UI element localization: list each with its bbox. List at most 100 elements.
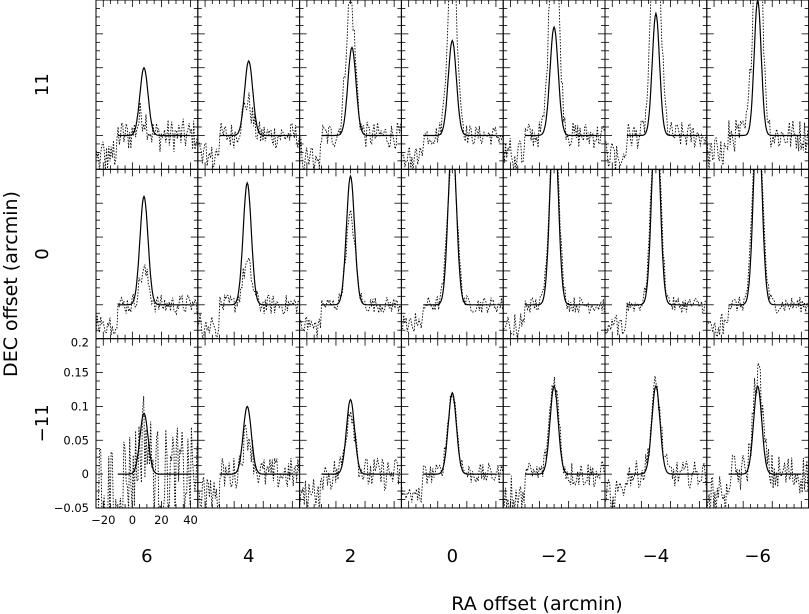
- panel-grid: [95, 0, 809, 509]
- observed-line: [401, 169, 504, 334]
- x-tick-label: 20: [154, 513, 169, 527]
- row-label: 0: [32, 248, 53, 259]
- model-line: [117, 66, 191, 137]
- model-line: [423, 39, 496, 137]
- model-line: [219, 59, 293, 137]
- y-tick-label: 0.05: [63, 433, 89, 447]
- panel-r2-c4: [502, 338, 606, 509]
- panel-frame: [197, 0, 301, 170]
- column-labels: 6 4 2 0 −2 −4 −6: [141, 546, 771, 567]
- observed-line: [706, 0, 809, 170]
- panel-r1-c5: [604, 168, 708, 340]
- panel-r1-c0: [95, 168, 199, 340]
- observed-line: [299, 208, 402, 338]
- observed-line: [299, 411, 401, 508]
- model-line: [525, 169, 598, 306]
- observed-line: [605, 0, 707, 170]
- model-line: [626, 384, 700, 475]
- model-line: [728, 169, 802, 306]
- x-tick-label: −20: [91, 513, 115, 527]
- y-tick-label: 0.2: [71, 336, 89, 350]
- y-tick-label: −0.05: [54, 501, 89, 515]
- observed-line: [605, 375, 707, 508]
- model-line: [626, 11, 700, 137]
- panel-frame: [706, 338, 809, 509]
- panel-r2-c1: [197, 338, 301, 509]
- panel-r1-c2: [299, 168, 402, 340]
- column-label: −6: [744, 546, 771, 567]
- model-line: [219, 181, 293, 306]
- row-label: −11: [32, 404, 53, 442]
- observed-line: [96, 264, 198, 336]
- panel-r2-c0: [95, 338, 199, 509]
- observed-line: [197, 256, 300, 339]
- model-line: [728, 384, 802, 475]
- y-tick-label: 0.1: [71, 399, 89, 413]
- observed-line: [706, 361, 809, 508]
- y-tick-label: 0: [82, 467, 89, 481]
- model-line: [626, 169, 700, 306]
- observed-line: [401, 0, 504, 170]
- panel-frame: [95, 168, 199, 340]
- panel-r0-c4: [502, 0, 606, 170]
- panel-r0-c2: [299, 0, 402, 170]
- panel-frame: [400, 0, 504, 170]
- panel-r1-c6: [706, 168, 809, 340]
- model-line: [728, 0, 802, 137]
- observed-line: [503, 376, 605, 508]
- panel-frame: [706, 168, 809, 340]
- row-labels: 11 0 −11: [32, 73, 53, 442]
- observed-line: [503, 0, 605, 170]
- panel-r0-c6: [706, 0, 809, 170]
- column-label: 6: [141, 546, 152, 567]
- panel-r1-c4: [502, 168, 606, 340]
- model-line: [423, 169, 496, 306]
- panel-r2-c2: [299, 338, 402, 509]
- observed-line: [299, 0, 402, 170]
- panel-frame: [400, 338, 504, 509]
- panel-r1-c1: [197, 168, 301, 340]
- model-line: [219, 405, 293, 475]
- model-line: [117, 412, 191, 475]
- x-tick-labels: −20 0 20 40: [91, 513, 198, 527]
- observed-line: [197, 423, 300, 508]
- x-tick-label: 40: [183, 513, 198, 527]
- panel-r0-c0: [95, 0, 199, 170]
- panel-frame: [604, 0, 708, 170]
- panel-frame: [502, 338, 606, 509]
- column-label: 0: [447, 546, 458, 567]
- y-axis-label: DEC offset (arcmin): [0, 191, 22, 377]
- model-line: [525, 25, 598, 137]
- panel-r2-c3: [400, 338, 504, 509]
- column-label: −4: [643, 546, 670, 567]
- panel-frame: [502, 168, 606, 340]
- model-line: [117, 194, 191, 306]
- model-line: [423, 391, 496, 475]
- observed-line: [197, 92, 300, 168]
- observed-line: [401, 391, 504, 504]
- panel-r2-c5: [604, 338, 708, 509]
- panel-r0-c3: [400, 0, 504, 170]
- panel-frame: [299, 168, 402, 340]
- panel-r2-c6: [706, 338, 809, 509]
- y-tick-labels: −0.05 0 0.05 0.1 0.15 0.2: [54, 336, 89, 515]
- panel-frame: [604, 338, 708, 509]
- column-label: 2: [345, 546, 356, 567]
- panel-frame: [604, 168, 708, 340]
- model-line: [321, 174, 395, 306]
- panel-frame: [400, 168, 504, 340]
- column-label: −2: [541, 546, 568, 567]
- panel-r1-c3: [400, 168, 504, 340]
- panel-frame: [706, 0, 809, 170]
- observed-line: [96, 102, 198, 170]
- model-line: [321, 46, 395, 137]
- observed-line: [706, 169, 809, 339]
- panel-frame: [197, 338, 301, 509]
- y-tick-label: 0.15: [63, 366, 89, 380]
- column-label: 4: [243, 546, 254, 567]
- panel-r0-c5: [604, 0, 708, 170]
- observed-line: [97, 396, 198, 508]
- panel-frame: [299, 0, 402, 170]
- panel-r0-c1: [197, 0, 301, 170]
